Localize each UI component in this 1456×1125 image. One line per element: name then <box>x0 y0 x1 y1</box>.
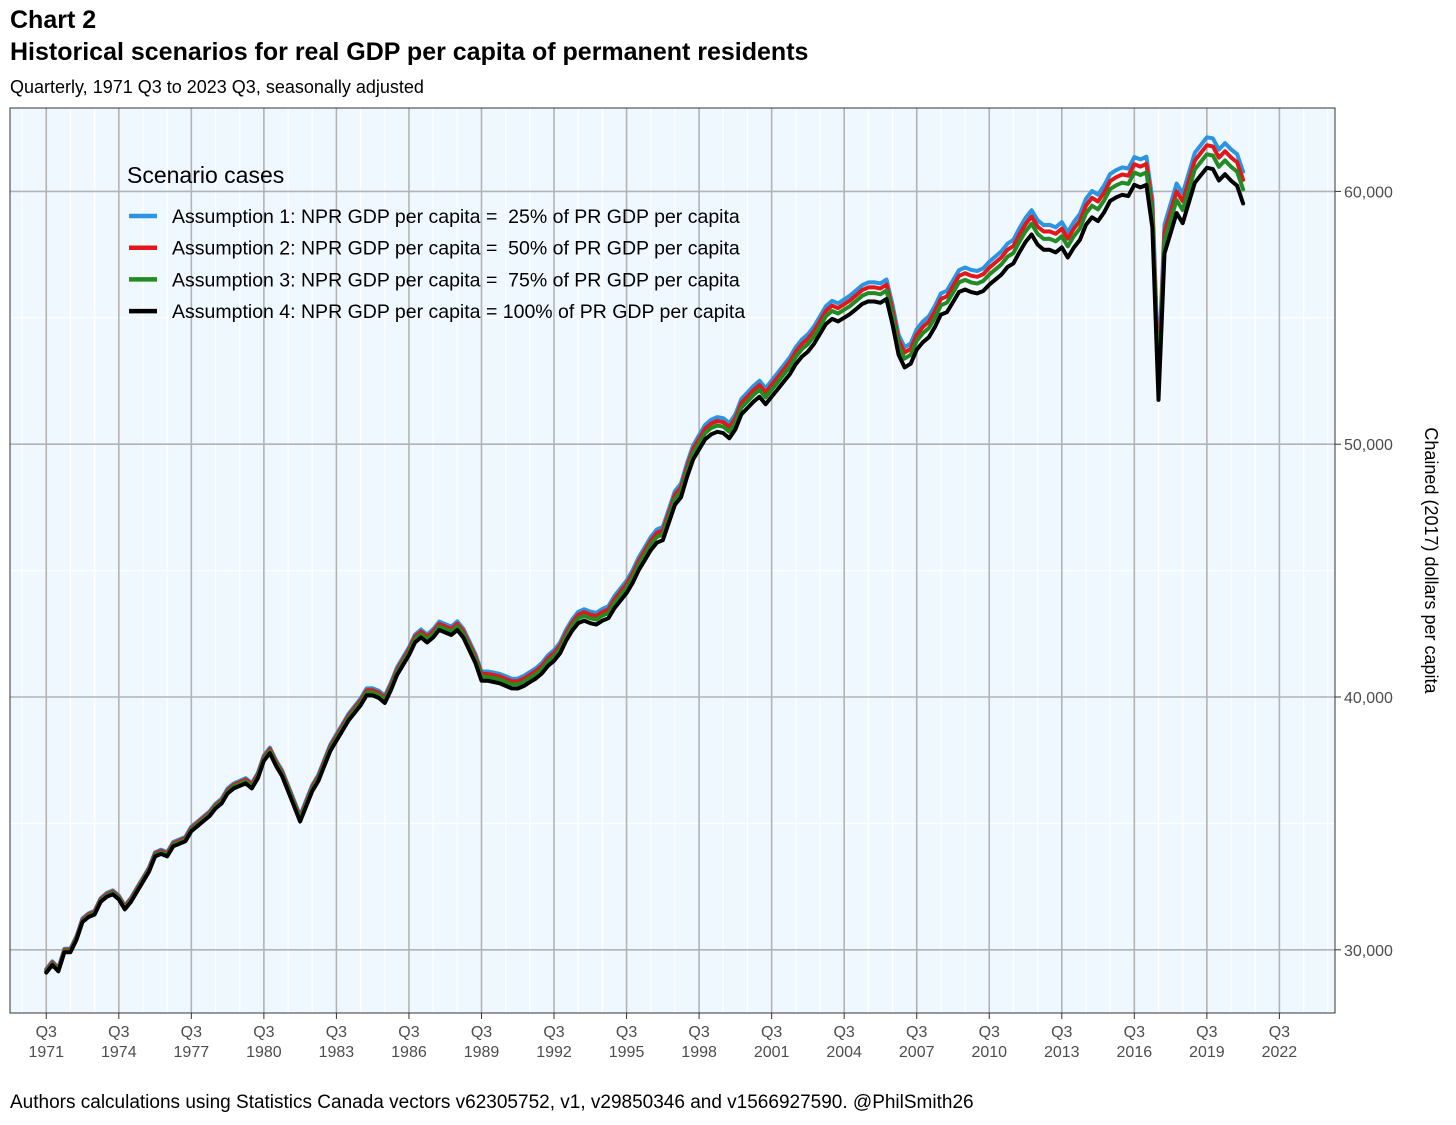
legend-label: Assumption 2: NPR GDP per capita = 50% o… <box>172 238 740 260</box>
x-tick-label: Q3 <box>1124 1024 1145 1041</box>
x-tick-label: Q3 <box>181 1024 202 1041</box>
x-tick-label: Q3 <box>761 1024 782 1041</box>
x-tick-label: 1983 <box>319 1044 355 1061</box>
x-tick-label: Q3 <box>979 1024 1000 1041</box>
x-tick-label: 2016 <box>1117 1044 1153 1061</box>
x-axis: Q3 1971 Q3 1974 Q3 1977 Q3 1980 Q3 1983 Q3 1986 Q3 19… <box>28 1013 1297 1061</box>
x-tick-label: Q3 <box>398 1024 419 1041</box>
y-tick-label: 40,000 <box>1344 690 1393 707</box>
legend-label: Assumption 4: NPR GDP per capita = 100% … <box>172 301 745 323</box>
x-tick-label: 2007 <box>899 1044 935 1061</box>
x-tick-label: Q3 <box>906 1024 927 1041</box>
x-tick-label: Q3 <box>36 1024 57 1041</box>
x-tick-label: 1977 <box>174 1044 210 1061</box>
x-tick-label: Q3 <box>1051 1024 1072 1041</box>
x-tick-label: 1992 <box>536 1044 572 1061</box>
chart-subtitle: Quarterly, 1971 Q3 to 2023 Q3, seasonall… <box>10 77 424 97</box>
series-line-4 <box>44 165 1246 975</box>
legend-title: Scenario cases <box>127 162 284 188</box>
plot-border <box>9 107 1336 1014</box>
x-tick-label: 1980 <box>246 1044 282 1061</box>
plot-panel <box>10 108 1335 1013</box>
x-tick-label: 1971 <box>28 1044 64 1061</box>
x-tick-label: 1986 <box>391 1044 427 1061</box>
chart-title: Historical scenarios for real GDP per ca… <box>10 38 809 66</box>
legend-label: Assumption 3: NPR GDP per capita = 75% o… <box>172 269 740 291</box>
x-tick-label: 2019 <box>1189 1044 1225 1061</box>
x-tick-label: Q3 <box>1269 1024 1290 1041</box>
x-tick-label: 1995 <box>609 1044 645 1061</box>
x-tick-label: 2001 <box>754 1044 790 1061</box>
x-tick-label: 1998 <box>681 1044 717 1061</box>
x-tick-label: Q3 <box>326 1024 347 1041</box>
x-tick-label: 2010 <box>971 1044 1007 1061</box>
x-tick-label: 1974 <box>101 1044 137 1061</box>
y-axis-title: Chained (2017) dollars per capita <box>1421 427 1441 694</box>
y-tick-label: 30,000 <box>1344 943 1393 960</box>
x-tick-label: 2004 <box>826 1044 862 1061</box>
x-tick-label: Q3 <box>688 1024 709 1041</box>
y-tick-label: 60,000 <box>1344 184 1393 201</box>
legend-label: Assumption 1: NPR GDP per capita = 25% o… <box>172 206 740 228</box>
x-tick-label: Q3 <box>543 1024 564 1041</box>
x-tick-label: 1989 <box>464 1044 500 1061</box>
grid-lines <box>10 108 1335 1013</box>
chart-label: Chart 2 <box>10 6 97 34</box>
x-tick-label: Q3 <box>471 1024 492 1041</box>
series-lines <box>44 135 1246 975</box>
x-tick-label: 2013 <box>1044 1044 1080 1061</box>
x-tick-label: Q3 <box>108 1024 129 1041</box>
x-tick-label: Q3 <box>833 1024 854 1041</box>
x-tick-label: Q3 <box>616 1024 637 1041</box>
legend: Scenario cases Assumption 1: NPR GDP per… <box>127 162 745 323</box>
source-caption: Authors calculations using Statistics Ca… <box>10 1092 974 1113</box>
x-tick-label: Q3 <box>253 1024 274 1041</box>
y-tick-label: 50,000 <box>1344 437 1393 454</box>
y-axis: 30,000 40,000 50,000 60,000 <box>1335 184 1393 960</box>
x-tick-label: 2022 <box>1262 1044 1298 1061</box>
series-line-3 <box>44 152 1246 974</box>
x-tick-label: Q3 <box>1196 1024 1217 1041</box>
